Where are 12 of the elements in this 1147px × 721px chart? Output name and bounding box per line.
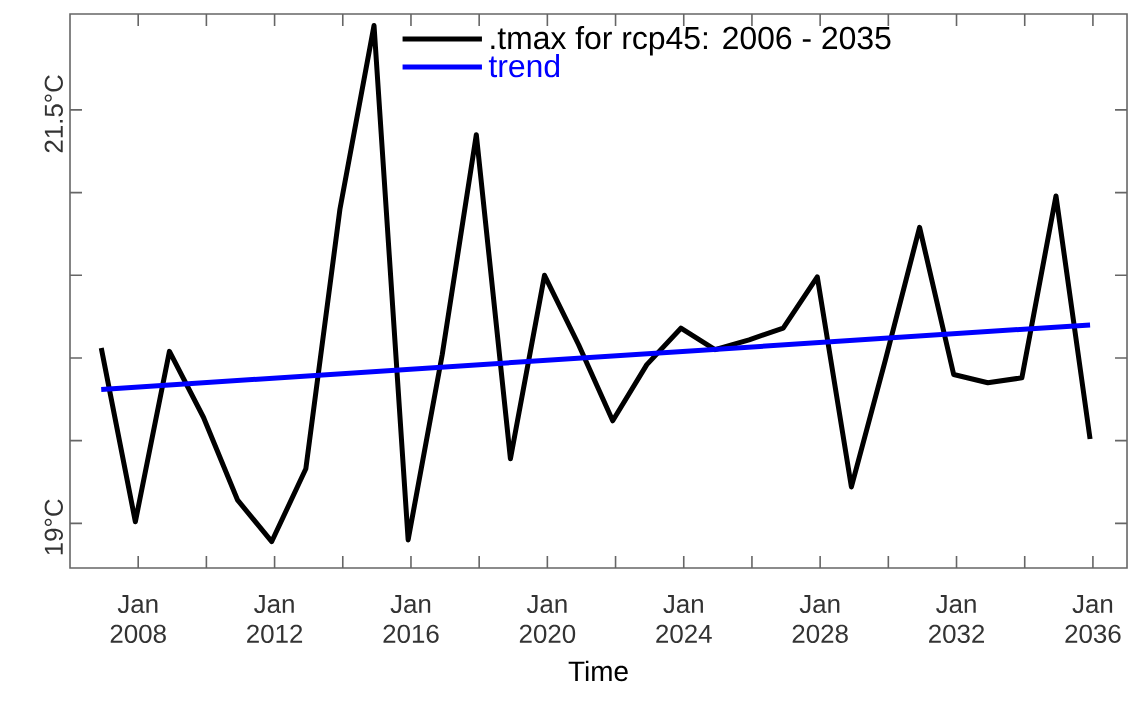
x-tick-label: Jan 2016 [383,595,439,643]
legend-label: trend [488,53,560,78]
x-tick-label: Jan 2024 [656,595,712,643]
x-tick-label: Jan 2020 [519,595,576,643]
x-tick-label: Jan 2032 [929,595,985,643]
x-tick-label: Jan 2028 [792,595,848,643]
x-tick-label: Jan 2036 [1065,595,1121,643]
x-tick-label: Jan 2008 [110,595,166,643]
y-tick-label: 21.5°C [44,75,63,153]
x-axis-title: Time [568,660,628,682]
y-tick-label: 19°C [44,499,63,555]
x-tick-label: Jan 2012 [247,595,303,643]
